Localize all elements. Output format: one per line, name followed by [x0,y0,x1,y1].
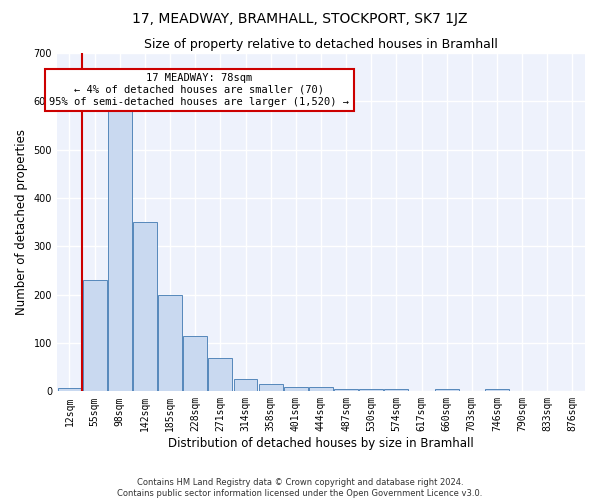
Bar [183,336,207,392]
Title: Size of property relative to detached houses in Bramhall: Size of property relative to detached ho… [144,38,498,51]
Bar [435,389,458,392]
Bar [334,389,358,392]
Bar [108,111,132,392]
Bar [309,387,333,392]
Bar [359,389,383,392]
Bar [208,358,232,392]
Bar [485,389,509,392]
Y-axis label: Number of detached properties: Number of detached properties [15,129,28,315]
Bar [133,222,157,392]
Bar [83,280,107,392]
X-axis label: Distribution of detached houses by size in Bramhall: Distribution of detached houses by size … [168,437,474,450]
Bar [259,384,283,392]
Bar [233,380,257,392]
Text: 17 MEADWAY: 78sqm
← 4% of detached houses are smaller (70)
95% of semi-detached : 17 MEADWAY: 78sqm ← 4% of detached house… [49,74,349,106]
Bar [158,294,182,392]
Bar [385,389,409,392]
Bar [58,388,82,392]
Text: Contains HM Land Registry data © Crown copyright and database right 2024.
Contai: Contains HM Land Registry data © Crown c… [118,478,482,498]
Bar [284,387,308,392]
Text: 17, MEADWAY, BRAMHALL, STOCKPORT, SK7 1JZ: 17, MEADWAY, BRAMHALL, STOCKPORT, SK7 1J… [132,12,468,26]
